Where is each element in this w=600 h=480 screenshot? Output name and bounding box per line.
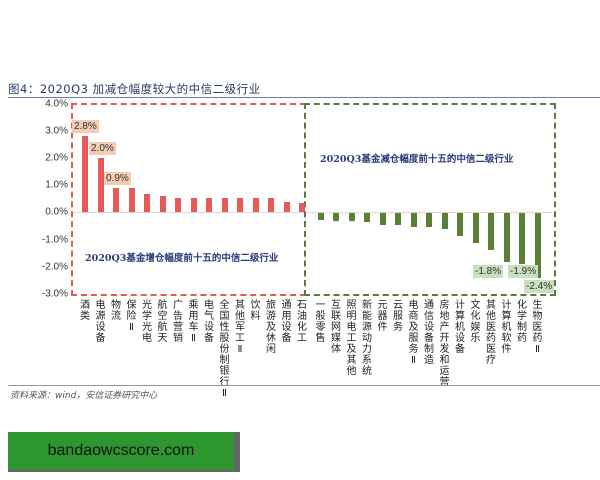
x-tick-label: 计算机软件	[501, 300, 512, 355]
figure-title: 图4：2020Q3 加减仓幅度较大的中信二级行业	[8, 82, 261, 96]
x-tick-label: 饮料	[250, 300, 261, 322]
bar	[283, 201, 290, 212]
x-tick-label: 全国性股份制银行Ⅱ	[219, 300, 230, 399]
bar	[364, 213, 370, 223]
bar	[82, 136, 88, 212]
x-tick-label: 酒类	[80, 300, 90, 322]
bar	[426, 213, 432, 227]
bar	[175, 198, 181, 212]
x-tick-label: 照明电工及其他	[346, 300, 357, 377]
y-tick-label: 4.0%	[45, 98, 68, 110]
x-tick-label: 生物医药Ⅱ	[532, 300, 543, 355]
watermark-banner: bandaowcscore.com	[8, 432, 240, 472]
x-tick-label: 文化娱乐	[470, 300, 481, 344]
bar	[410, 213, 417, 227]
x-tick-label: 电源设备	[95, 300, 106, 344]
value-label-28: -1.8%	[473, 265, 504, 278]
title-divider	[8, 97, 600, 98]
value-label-3: 0.9%	[104, 172, 131, 185]
bar	[97, 157, 104, 212]
bar	[379, 213, 386, 226]
x-tick-label: 化学制药	[517, 300, 527, 344]
y-tick-label: -3.0%	[41, 288, 68, 300]
bar	[128, 187, 135, 212]
x-tick-label: 电商及服务Ⅱ	[408, 300, 419, 366]
bar	[190, 198, 197, 212]
decrease-box-caption: 2020Q3基金减仓幅度前十五的中信二级行业	[320, 154, 514, 165]
x-tick-label: 航空航天	[157, 300, 168, 344]
y-tick-label: -2.0%	[41, 261, 68, 273]
x-tick-label: 乘用车Ⅱ	[188, 300, 199, 344]
bar	[534, 213, 541, 279]
bar	[237, 198, 243, 212]
x-tick-label: 互联网媒体	[331, 300, 341, 355]
bar	[113, 187, 119, 212]
value-label-2: 2.0%	[89, 142, 116, 155]
x-tick-label: 光学光电	[142, 300, 152, 344]
source-note: 资料来源：wind，安信证券研究中心	[10, 391, 158, 401]
x-tick-label: 云服务	[393, 300, 403, 333]
y-tick-label: 2.0%	[45, 152, 68, 164]
bar	[472, 213, 479, 243]
bar	[457, 213, 463, 237]
x-tick-label: 电气设备	[204, 300, 214, 344]
x-tick-label: 其他医药医疗	[486, 300, 496, 366]
bar	[317, 213, 324, 220]
x-tick-label: 新能源动力系统	[362, 300, 372, 377]
bar	[206, 198, 212, 212]
x-tick-label: 其他军工Ⅱ	[235, 300, 245, 355]
x-tick-label: 通信设备制造	[424, 300, 434, 366]
x-tick-label: 保险Ⅱ	[126, 300, 137, 333]
x-tick-label: 房地产开发和运营	[439, 300, 450, 388]
x-tick-label: 旅游及休闲	[266, 300, 276, 355]
x-tick-label: 一般零售	[315, 300, 326, 344]
y-tick-label: -1.0%	[41, 234, 68, 245]
value-label-29: -1.9%	[508, 265, 539, 278]
bar	[441, 213, 448, 230]
value-label-1: 2.8%	[72, 120, 99, 133]
bar	[348, 213, 355, 222]
bar	[333, 213, 339, 222]
zero-baseline	[72, 212, 552, 213]
x-tick-label: 元器件	[377, 300, 388, 333]
bar	[144, 194, 150, 212]
y-tick-label: 1.0%	[45, 179, 68, 191]
bar	[488, 213, 494, 250]
bar	[221, 198, 228, 212]
x-tick-label: 通用设备	[281, 300, 292, 344]
x-tick-label: 物流	[111, 300, 121, 322]
bar	[503, 213, 510, 262]
bar	[395, 213, 401, 226]
bar	[159, 195, 166, 212]
x-tick-label: 计算机设备	[455, 300, 465, 355]
bar	[299, 203, 305, 212]
y-tick-label: 3.0%	[45, 125, 68, 137]
decrease-highlight-box	[304, 103, 556, 296]
y-tick-label: 0.0%	[45, 206, 68, 218]
source-divider	[8, 385, 600, 386]
bar	[268, 198, 274, 212]
value-label-30: -2.4%	[524, 280, 555, 293]
x-tick-label: 广告营销	[173, 300, 183, 344]
bar	[519, 213, 525, 265]
increase-box-caption: 2020Q3基金增仓幅度前十五的中信二级行业	[85, 253, 279, 264]
bar	[252, 198, 259, 212]
x-tick-label: 石油化工	[297, 300, 307, 344]
